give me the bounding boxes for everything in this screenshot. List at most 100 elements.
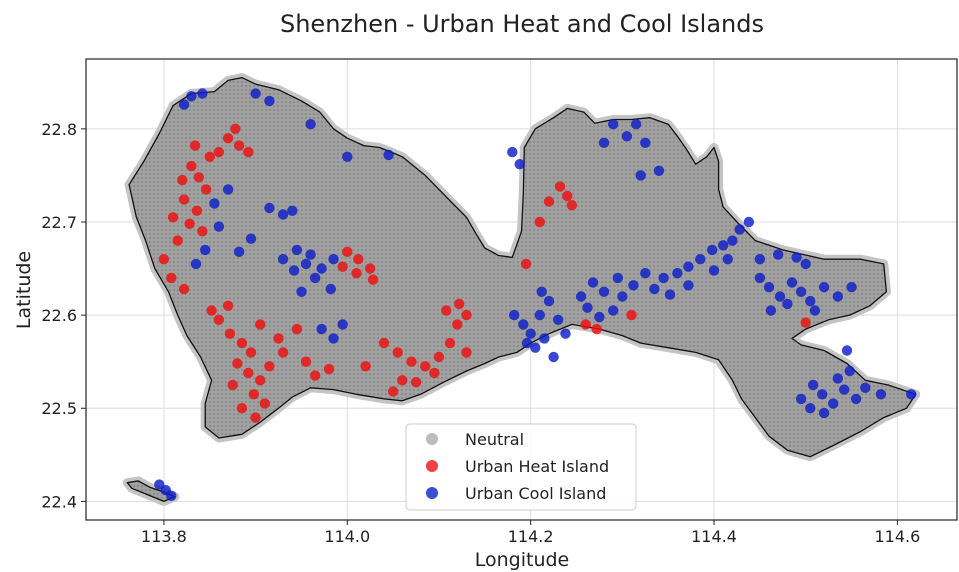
plot-frame bbox=[85, 58, 958, 521]
cool-island-point bbox=[548, 351, 559, 363]
heat-island-point bbox=[193, 172, 204, 183]
heat-island-point bbox=[580, 319, 591, 330]
cool-island-point bbox=[707, 244, 718, 256]
cool-island-point bbox=[543, 295, 555, 307]
heat-island-point bbox=[360, 361, 371, 372]
heat-island-point bbox=[233, 140, 245, 151]
cool-island-point bbox=[664, 289, 676, 300]
heat-island-point bbox=[626, 309, 637, 321]
cool-island-point bbox=[818, 407, 830, 419]
cool-island-point bbox=[786, 277, 798, 288]
cool-island-point bbox=[860, 382, 871, 393]
heat-island-point bbox=[444, 337, 456, 349]
heat-island-point bbox=[323, 363, 335, 375]
cool-island-point bbox=[594, 311, 605, 323]
cool-island-point bbox=[197, 88, 208, 99]
legend-marker-heat bbox=[426, 460, 438, 472]
heat-island-point bbox=[204, 151, 215, 162]
cool-island-point bbox=[722, 254, 733, 265]
cool-island-point bbox=[287, 205, 298, 216]
heat-island-point bbox=[367, 274, 379, 285]
legend-box bbox=[405, 423, 637, 511]
cool-island-point bbox=[743, 216, 755, 228]
cool-island-point bbox=[582, 302, 593, 313]
y-tick-label: 22.4 bbox=[41, 492, 77, 511]
heat-island-point bbox=[224, 328, 236, 339]
cool-island-point bbox=[536, 286, 547, 297]
y-tick-label: 22.7 bbox=[41, 213, 77, 232]
heat-island-point bbox=[342, 246, 353, 257]
heat-island-point bbox=[248, 389, 259, 400]
heat-island-point bbox=[291, 323, 303, 335]
legend-label-neutral: Neutral bbox=[465, 430, 524, 449]
x-axis-label: Longitude bbox=[475, 549, 570, 571]
cool-island-point bbox=[773, 249, 784, 260]
cool-island-point bbox=[250, 88, 261, 99]
cool-island-point bbox=[337, 319, 348, 330]
heat-island-point bbox=[534, 216, 545, 228]
heat-island-point bbox=[213, 314, 225, 325]
heat-island-point bbox=[410, 377, 422, 388]
x-tick-label: 114.2 bbox=[508, 527, 554, 546]
heat-island-points bbox=[158, 123, 811, 423]
heat-island-point bbox=[273, 333, 284, 344]
x-tick-label: 113.8 bbox=[141, 527, 187, 546]
cool-island-point bbox=[539, 333, 550, 344]
cool-island-point bbox=[305, 119, 316, 130]
cool-island-point bbox=[245, 233, 257, 244]
heat-island-point bbox=[543, 196, 555, 207]
heat-island-point bbox=[351, 268, 362, 279]
y-axis-ticks: 22.4 22.5 22.6 22.7 22.8 bbox=[41, 120, 86, 511]
cool-island-point bbox=[832, 373, 843, 384]
cool-island-point bbox=[325, 283, 336, 295]
cool-island-point bbox=[209, 198, 220, 209]
heat-island-point bbox=[178, 194, 190, 205]
heat-island-point bbox=[454, 298, 465, 310]
cool-island-point bbox=[617, 291, 628, 302]
cool-island-point bbox=[608, 119, 619, 130]
cool-island-point bbox=[672, 268, 683, 279]
heat-island-point bbox=[243, 367, 254, 379]
heat-island-point bbox=[255, 319, 266, 330]
cool-island-point bbox=[653, 165, 665, 176]
heat-island-point bbox=[184, 218, 195, 229]
cool-island-point bbox=[809, 305, 821, 316]
heat-island-point bbox=[554, 181, 566, 192]
cool-island-point bbox=[178, 99, 190, 110]
y-axis-label: Latitude bbox=[13, 251, 35, 329]
cool-island-point bbox=[832, 291, 843, 302]
cool-island-point bbox=[718, 240, 729, 251]
heat-island-point bbox=[353, 254, 364, 265]
heat-island-point bbox=[230, 123, 241, 134]
cool-island-point bbox=[818, 282, 830, 293]
cool-island-point bbox=[530, 342, 541, 353]
cool-island-point bbox=[534, 309, 545, 321]
heat-island-point bbox=[189, 140, 201, 151]
cool-island-point bbox=[521, 337, 533, 349]
heat-island-point bbox=[222, 133, 234, 144]
heat-island-point bbox=[213, 146, 225, 158]
legend-label-cool: Urban Cool Island bbox=[465, 484, 606, 503]
heat-island-point bbox=[200, 184, 212, 195]
cool-island-point bbox=[222, 184, 234, 195]
cool-island-point bbox=[612, 272, 623, 284]
cool-island-point bbox=[383, 149, 394, 161]
cool-island-point bbox=[640, 268, 651, 279]
cool-island-point bbox=[277, 209, 289, 220]
cool-island-point bbox=[264, 202, 275, 214]
heat-island-point bbox=[406, 356, 417, 367]
cool-island-point bbox=[765, 305, 777, 316]
heat-island-point bbox=[250, 412, 261, 423]
cool-island-point bbox=[683, 280, 694, 291]
cool-island-point bbox=[649, 283, 660, 295]
cool-island-point bbox=[598, 137, 610, 148]
heat-island-point bbox=[566, 200, 578, 211]
cool-island-point bbox=[264, 95, 275, 107]
cool-island-point bbox=[774, 291, 786, 302]
cool-island-point bbox=[300, 258, 312, 270]
heat-island-point bbox=[397, 375, 408, 386]
heat-island-point bbox=[158, 254, 170, 265]
cool-island-point bbox=[598, 286, 610, 297]
cool-island-point bbox=[233, 246, 245, 257]
